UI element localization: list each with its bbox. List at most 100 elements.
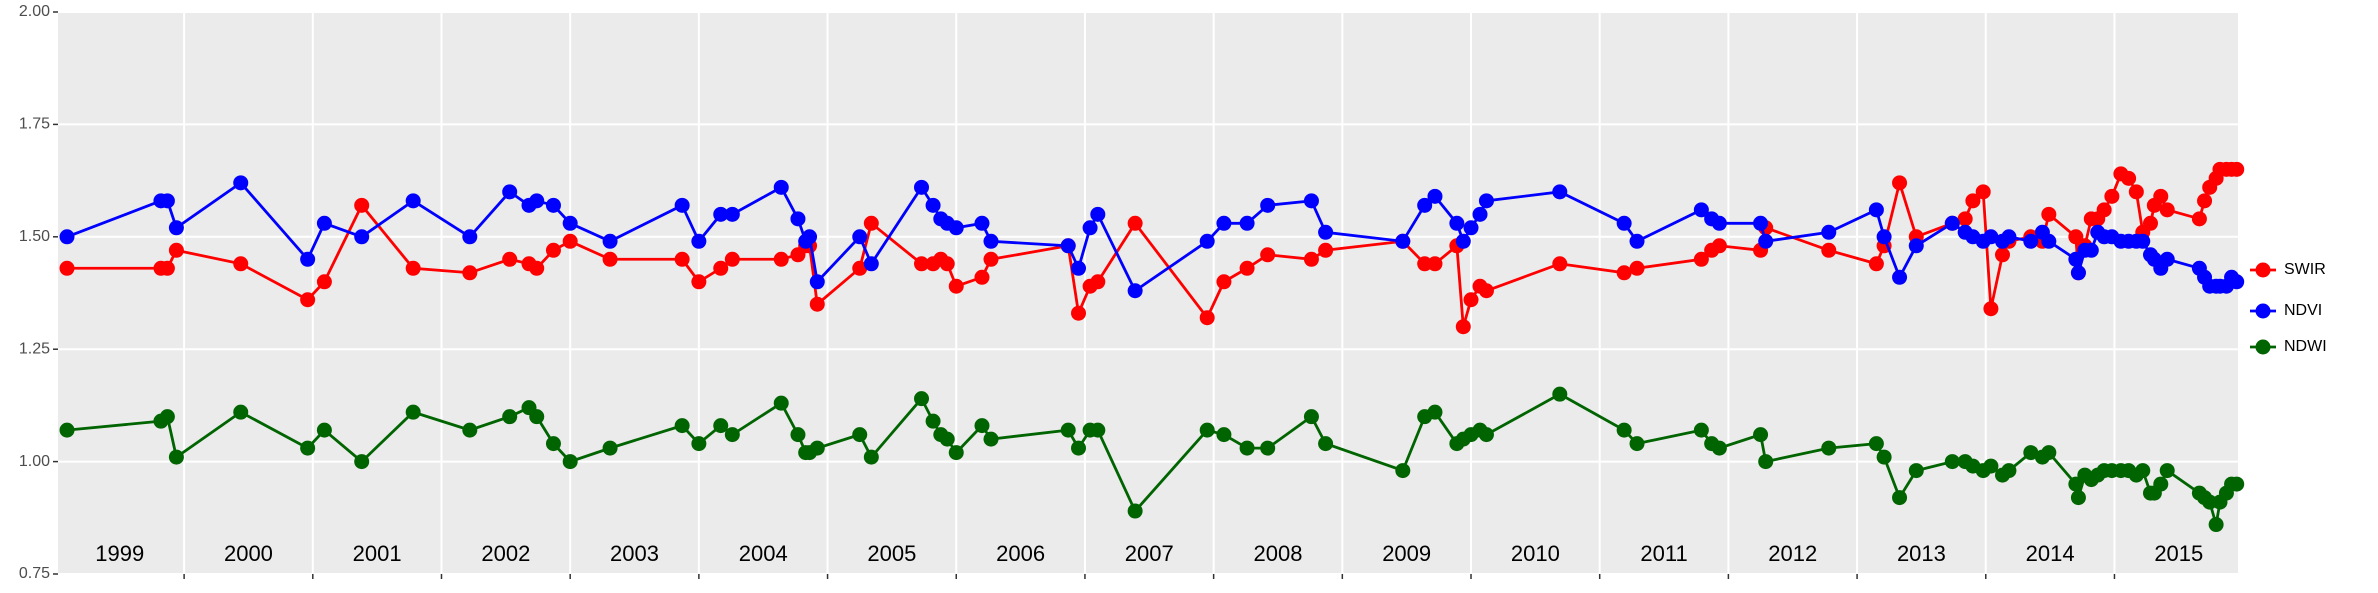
data-point (2135, 463, 2151, 479)
data-point (1260, 197, 1276, 213)
data-point (1908, 238, 1924, 254)
data-point (316, 422, 332, 438)
data-point (1417, 256, 1433, 272)
plot-panel (58, 12, 2238, 574)
year-label: 2014 (2026, 541, 2075, 566)
data-point (2121, 170, 2137, 186)
data-point (300, 251, 316, 267)
data-point (1060, 422, 1076, 438)
data-point (316, 274, 332, 290)
data-point (1892, 269, 1908, 285)
data-point (168, 220, 184, 236)
data-point (1216, 274, 1232, 290)
data-point (809, 440, 825, 456)
data-point (2208, 517, 2224, 533)
year-label: 2013 (1897, 541, 1946, 566)
data-point (1395, 463, 1411, 479)
data-point (1965, 193, 1981, 209)
data-point (545, 436, 561, 452)
data-point (1868, 256, 1884, 272)
data-point (1071, 260, 1087, 276)
data-point (2023, 233, 2039, 249)
data-point (974, 418, 990, 434)
year-label: 2006 (996, 541, 1045, 566)
data-point (2135, 233, 2151, 249)
data-point (809, 274, 825, 290)
data-point (2070, 490, 2086, 506)
data-point (691, 274, 707, 290)
data-point (863, 449, 879, 465)
data-point (1983, 301, 1999, 317)
legend-label: NDWI (2284, 338, 2327, 355)
data-point (724, 251, 740, 267)
data-point (790, 211, 806, 227)
data-point (1629, 260, 1645, 276)
data-point (2023, 445, 2039, 461)
data-point (914, 256, 930, 272)
data-point (1957, 211, 1973, 227)
data-point (2229, 476, 2245, 492)
data-point (2041, 445, 2057, 461)
y-tick-label: 1.75 (19, 116, 50, 133)
data-point (1199, 310, 1215, 326)
data-point (2153, 188, 2169, 204)
data-point (1216, 215, 1232, 231)
data-point (1260, 247, 1276, 263)
data-point (1303, 251, 1319, 267)
data-point (562, 454, 578, 470)
data-point (2001, 229, 2017, 245)
data-point (691, 233, 707, 249)
data-point (2202, 494, 2218, 510)
data-point (1127, 503, 1143, 519)
data-point (1427, 404, 1443, 420)
data-point (59, 422, 75, 438)
data-point (1552, 386, 1568, 402)
year-label: 2015 (2154, 541, 2203, 566)
year-label: 2001 (353, 541, 402, 566)
data-point (983, 233, 999, 249)
data-point (1616, 215, 1632, 231)
data-point (674, 251, 690, 267)
data-point (2159, 463, 2175, 479)
year-label: 1999 (95, 541, 144, 566)
data-point (1693, 202, 1709, 218)
data-point (1071, 305, 1087, 321)
data-point (462, 265, 478, 281)
data-point (602, 251, 618, 267)
data-point (2197, 193, 2213, 209)
data-point (159, 193, 175, 209)
data-point (1868, 436, 1884, 452)
data-point (773, 179, 789, 195)
data-point (1892, 490, 1908, 506)
data-point (1239, 440, 1255, 456)
data-point (1629, 233, 1645, 249)
data-point (316, 215, 332, 231)
data-point (233, 404, 249, 420)
data-point (802, 229, 818, 245)
legend-key-point (2255, 339, 2271, 355)
data-point (502, 184, 518, 200)
data-point (1478, 193, 1494, 209)
y-tick-label: 1.00 (19, 453, 50, 470)
data-point (1616, 422, 1632, 438)
data-point (529, 260, 545, 276)
data-point (1944, 454, 1960, 470)
data-point (790, 427, 806, 443)
data-point (462, 229, 478, 245)
legend-label: SWIR (2284, 261, 2326, 278)
data-point (1711, 238, 1727, 254)
data-point (159, 260, 175, 276)
data-point (1472, 206, 1488, 222)
data-point (1303, 193, 1319, 209)
data-point (1552, 256, 1568, 272)
data-point (939, 431, 955, 447)
data-point (59, 260, 75, 276)
data-point (59, 229, 75, 245)
data-point (502, 409, 518, 425)
data-point (939, 256, 955, 272)
legend-label: NDVI (2284, 302, 2322, 319)
data-point (2153, 476, 2169, 492)
data-point (1629, 436, 1645, 452)
data-point (1983, 458, 1999, 474)
